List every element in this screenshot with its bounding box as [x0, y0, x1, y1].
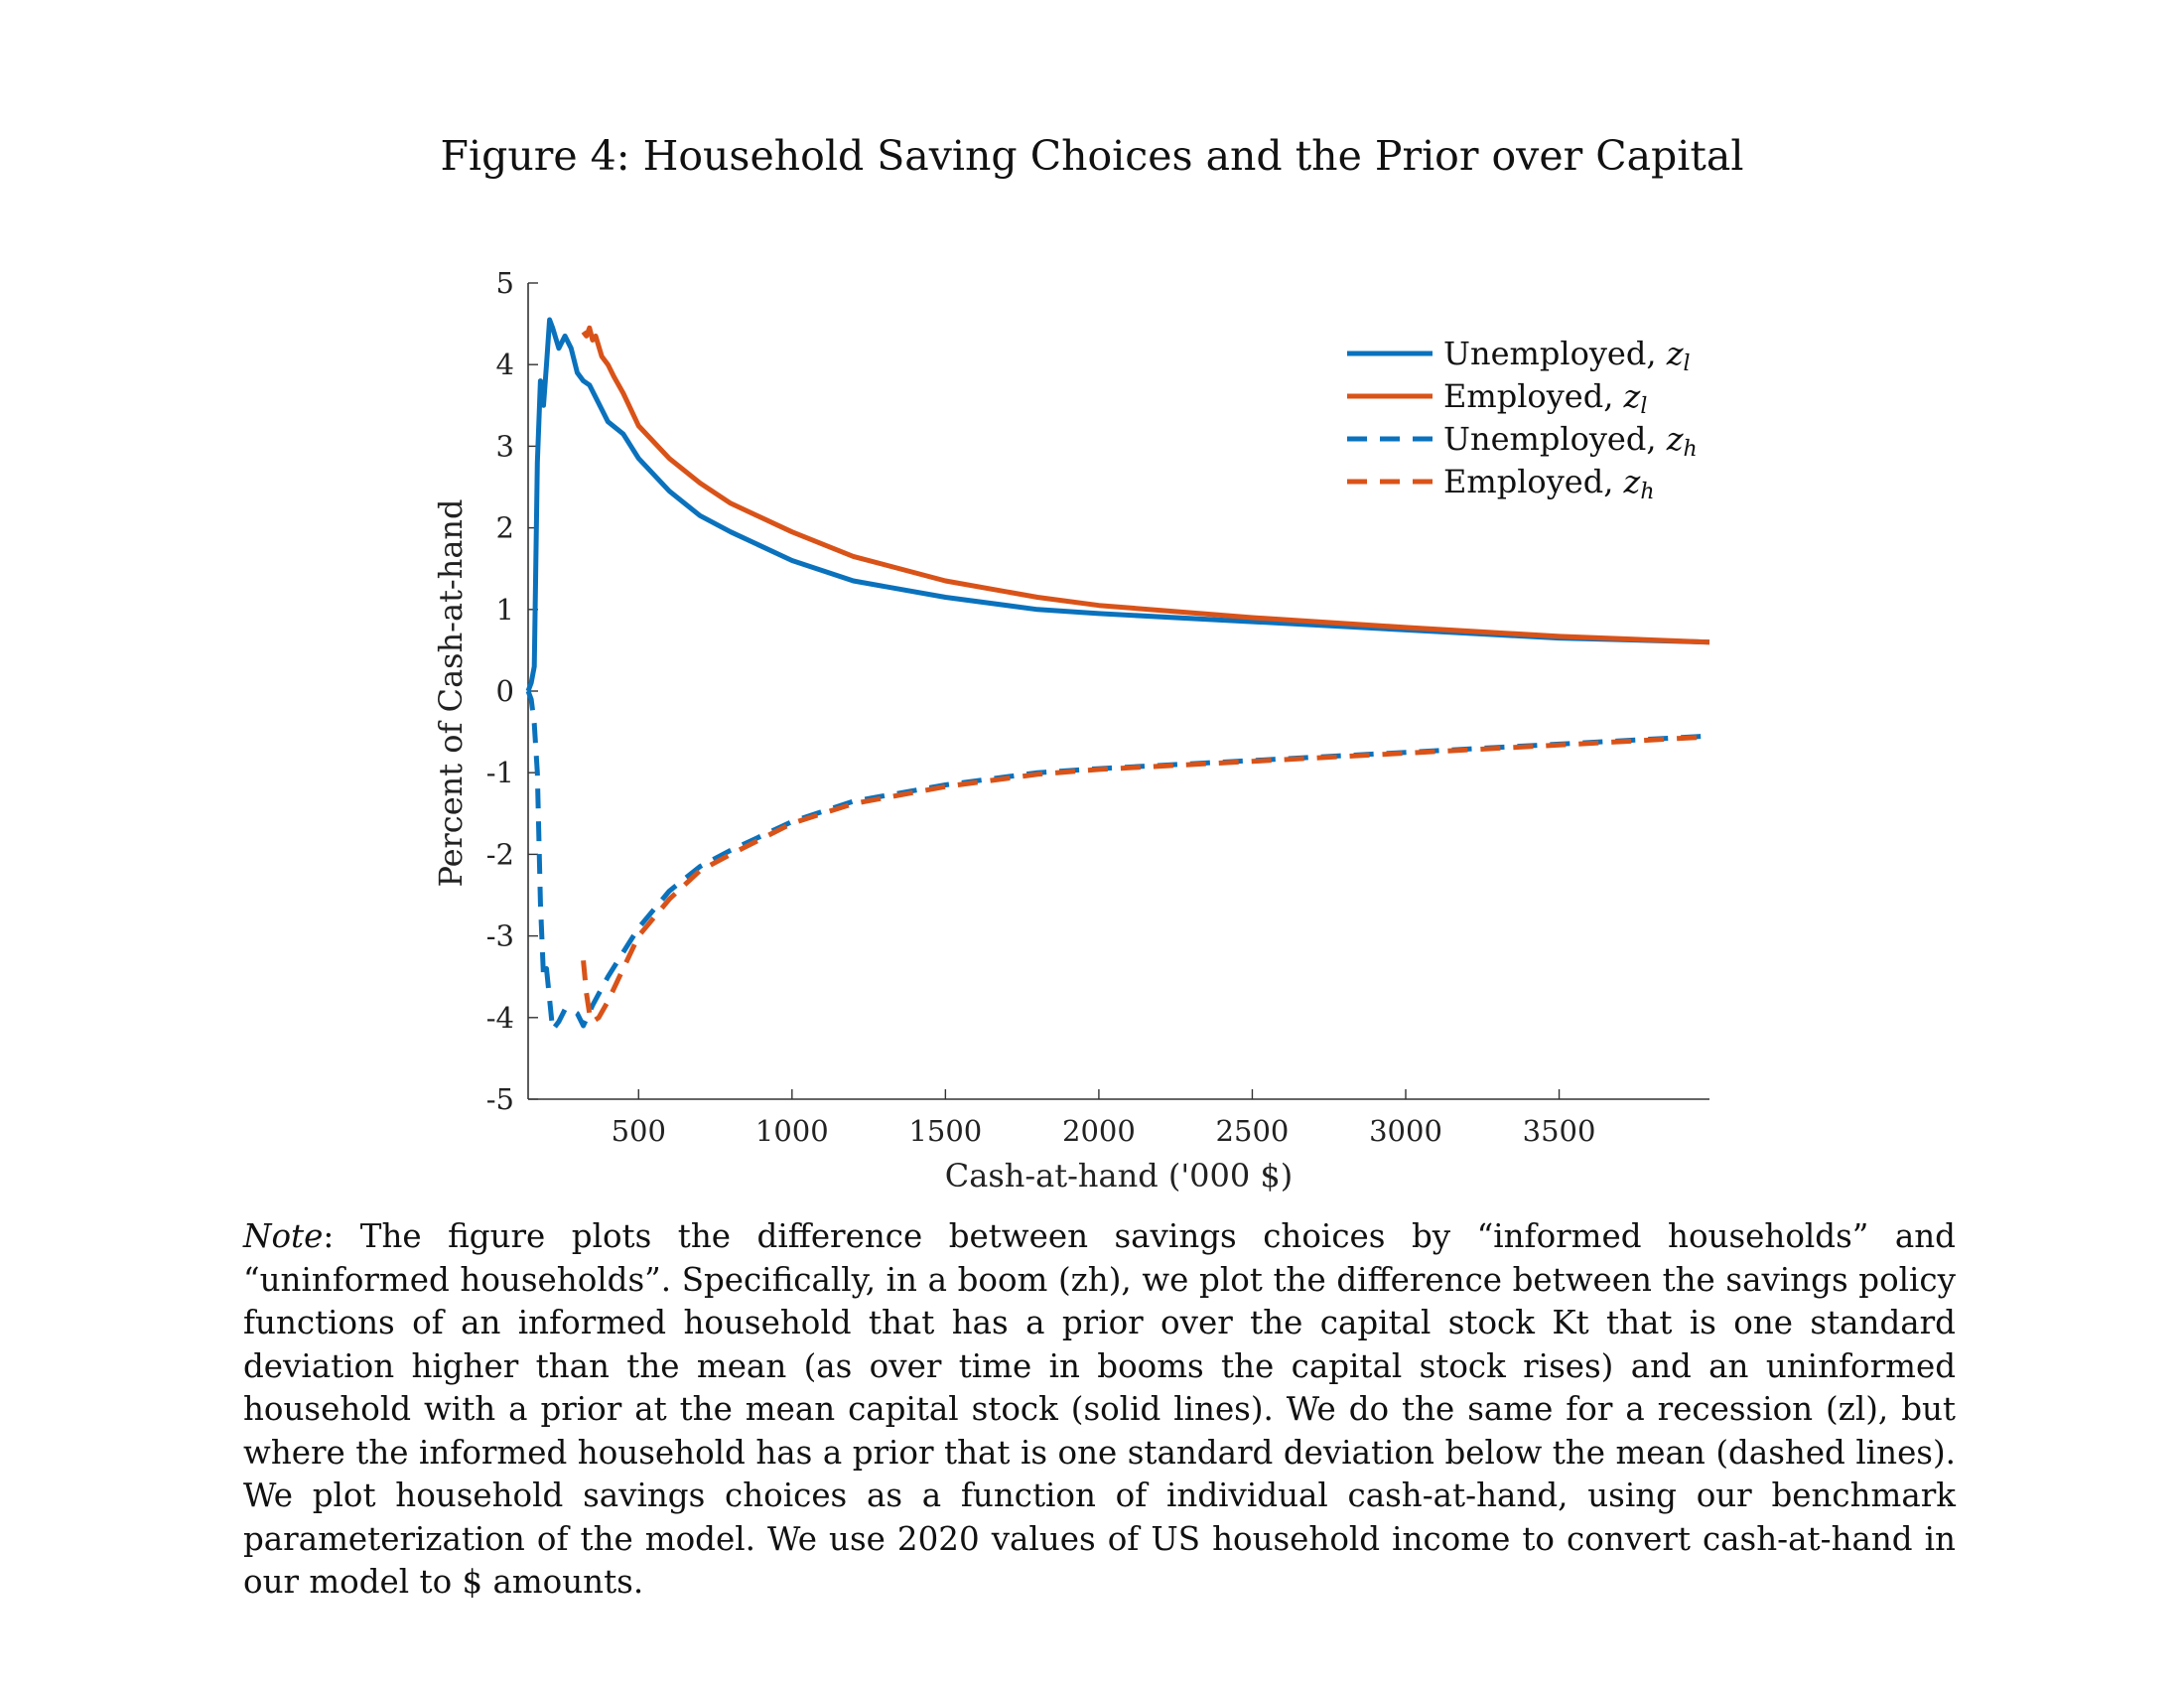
x-tick-label: 3500 — [1523, 1114, 1596, 1148]
y-tick-label: -1 — [486, 756, 514, 789]
x-tick-label: 2000 — [1062, 1114, 1136, 1148]
series-lines — [525, 317, 1710, 1033]
series-line-1 — [525, 317, 1710, 692]
y-axis-label: Percent of Cash-at-hand — [432, 498, 470, 887]
series-line-2 — [581, 325, 1710, 645]
series-line-4 — [581, 734, 1710, 1025]
x-tick-label: 2500 — [1216, 1114, 1290, 1148]
note-text: : The figure plots the difference betwee… — [243, 1217, 1956, 1601]
x-tick-label: 500 — [612, 1114, 666, 1148]
legend-label-1: Unemployed, zl — [1443, 335, 1691, 376]
x-tick-label: 3000 — [1369, 1114, 1442, 1148]
y-tick-label: -2 — [486, 837, 514, 871]
legend-label-3: Unemployed, zh — [1443, 420, 1698, 462]
x-tick-label: 1000 — [755, 1114, 829, 1148]
chart: 500 1000 1500 2000 2500 3000 3500 5 4 3 2 1 0 -1 -2 -3 -… — [432, 266, 1710, 1195]
note-label: Note — [243, 1217, 324, 1255]
y-tick-label: 4 — [496, 348, 514, 381]
x-axis-label: Cash-at-hand ('000 $) — [945, 1157, 1293, 1195]
figure-title: Figure 4: Household Saving Choices and t… — [440, 132, 1744, 180]
y-tick-label: 2 — [496, 511, 514, 545]
y-tick-label: -3 — [486, 919, 514, 953]
y-tick-label: 0 — [496, 674, 514, 708]
legend-label-2: Employed, zl — [1443, 377, 1647, 419]
legend-label-4: Employed, zh — [1443, 463, 1655, 504]
y-tick-label: 3 — [496, 429, 514, 463]
y-tick-label: -5 — [486, 1082, 514, 1116]
figure-note: Note: The figure plots the difference be… — [243, 1215, 1956, 1605]
y-tick-label: 1 — [496, 593, 514, 627]
y-tick-label: -4 — [486, 1001, 514, 1035]
x-tick-label: 1500 — [908, 1114, 982, 1148]
series-line-3 — [525, 690, 1710, 1033]
y-tick-label: 5 — [496, 266, 514, 300]
ticks: 500 1000 1500 2000 2500 3000 3500 5 4 3 2 1 0 -1 -2 -3 -… — [486, 266, 1596, 1148]
